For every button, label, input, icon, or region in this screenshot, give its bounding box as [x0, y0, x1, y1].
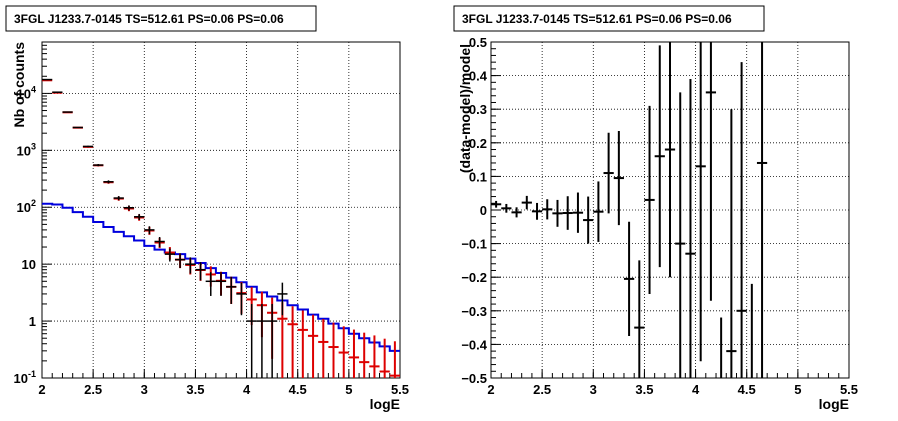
left-xtick-label: 2 [38, 382, 45, 397]
left-ytick-label: 102 [17, 198, 36, 215]
right-ytick-label: −0.3 [461, 304, 487, 319]
left-xtick-label: 5 [345, 382, 352, 397]
left-ticks [41, 41, 401, 379]
left-ytick-label: 104 [17, 84, 36, 101]
left-marks [42, 78, 400, 378]
left-xtick-label: 4.5 [289, 382, 307, 397]
right-xtick-label: 3.5 [635, 382, 653, 397]
left-pad: 2 2.5 3 3.5 4 4.5 5 5.5 10-1 1 10 102 103 104 3FGL J1… [5, 5, 410, 412]
left-title-box [5, 5, 317, 32]
right-marks [491, 42, 768, 378]
left-ylabel: Nb of counts [11, 42, 27, 128]
left-ytick-label: 1 [29, 314, 36, 329]
right-ytick-label: 0.1 [469, 169, 487, 184]
left-title: 3FGL J1233.7-0145 TS=512.61 PS=0.06 PS=0… [14, 12, 284, 26]
right-xtick-label: 2.5 [533, 382, 551, 397]
right-xtick-label: 2 [487, 382, 494, 397]
right-ytick-label: 0 [480, 203, 487, 218]
right-title: 3FGL J1233.7-0145 TS=512.61 PS=0.06 PS=0… [462, 12, 732, 26]
right-pad: 2 2.5 3 3.5 4 4.5 5 5.5 −0.5 −0.4 −0.3 −0.2 −0.1 0 0.1… [453, 5, 858, 412]
right-ytick-label: 0.5 [469, 35, 487, 50]
left-xtick-label: 3.5 [186, 382, 204, 397]
right-ytick-label: −0.4 [461, 337, 487, 352]
right-ytick-label: 0.3 [469, 102, 487, 117]
right-xtick-label: 5 [794, 382, 801, 397]
left-ytick-label: 10 [22, 257, 36, 272]
left-frame [41, 41, 401, 379]
left-xtick-label: 3 [141, 382, 148, 397]
right-title-box [453, 5, 765, 32]
right-ytick-label: −0.2 [461, 270, 487, 285]
left-tick-labels: 2 2.5 3 3.5 4 4.5 5 5.5 10-1 1 10 102 103 104 [14, 84, 410, 397]
right-grid [491, 42, 849, 378]
left-grid [42, 42, 400, 378]
right-ytick-label: 0.4 [469, 69, 488, 84]
right-xtick-label: 4 [692, 382, 700, 397]
right-xtick-label: 3 [590, 382, 597, 397]
right-ytick-label: −0.5 [461, 371, 487, 386]
left-xtick-label: 4 [243, 382, 251, 397]
left-xlabel: logE [370, 396, 400, 412]
right-ylabel: (data-model)/model [457, 44, 473, 173]
right-xlabel: logE [819, 396, 849, 412]
right-tick-labels: 2 2.5 3 3.5 4 4.5 5 5.5 −0.5 −0.4 −0.3 −0.2 −0.1 0 0.1… [461, 35, 858, 397]
right-ticks [490, 41, 850, 379]
right-xtick-label: 4.5 [738, 382, 756, 397]
right-xtick-label: 5.5 [840, 382, 858, 397]
right-ytick-label: 0.2 [469, 136, 487, 151]
left-xtick-label: 2.5 [84, 382, 102, 397]
left-ytick-label: 103 [17, 141, 36, 158]
left-ytick-label: 10-1 [14, 369, 36, 386]
left-xtick-label: 5.5 [391, 382, 409, 397]
right-ytick-label: −0.1 [461, 237, 487, 252]
